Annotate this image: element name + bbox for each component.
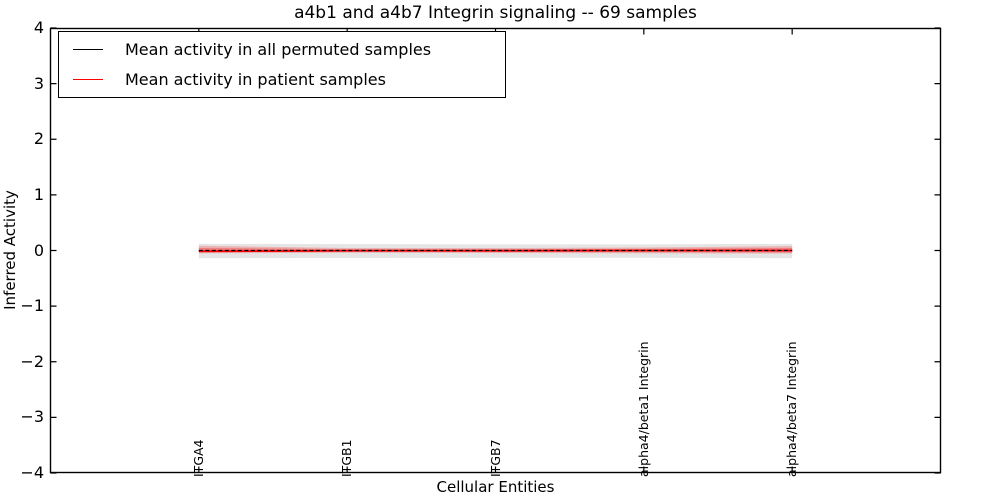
patient-line-sample-icon — [73, 78, 103, 80]
y-tick-label: −3 — [20, 407, 44, 427]
x-tick-label: ITGA4 — [190, 439, 206, 477]
permuted-line-sample-icon — [73, 49, 103, 51]
plot-border — [49, 27, 942, 474]
x-axis-label: Cellular Entities — [436, 478, 555, 496]
x-tick-label: alpha4/beta7 Integrin — [784, 341, 800, 477]
y-tick-label: −2 — [20, 351, 44, 371]
legend-entry-label: Mean activity in all permuted samples — [125, 40, 432, 60]
legend-entry-permuted: Mean activity in all permuted samples — [59, 40, 505, 59]
chart-title: a4b1 and a4b7 Integrin signaling -- 69 s… — [294, 3, 697, 23]
y-tick-label: 3 — [33, 73, 44, 93]
x-tick-label: alpha4/beta1 Integrin — [635, 341, 651, 477]
y-tick-label: 2 — [33, 129, 44, 149]
y-tick-label: −1 — [20, 296, 44, 316]
x-tick-label: ITGB7 — [487, 439, 503, 477]
y-tick-label: 1 — [33, 184, 44, 204]
y-tick-label: 0 — [33, 240, 44, 260]
y-tick-label: −4 — [20, 463, 44, 482]
legend-entry-label: Mean activity in patient samples — [125, 69, 386, 89]
x-tick-label: ITGB1 — [339, 439, 355, 477]
legend-entry-patient: Mean activity in patient samples — [59, 70, 505, 89]
y-tick-label: 4 — [33, 18, 44, 37]
legend: Mean activity in all permuted samples Me… — [58, 31, 506, 98]
